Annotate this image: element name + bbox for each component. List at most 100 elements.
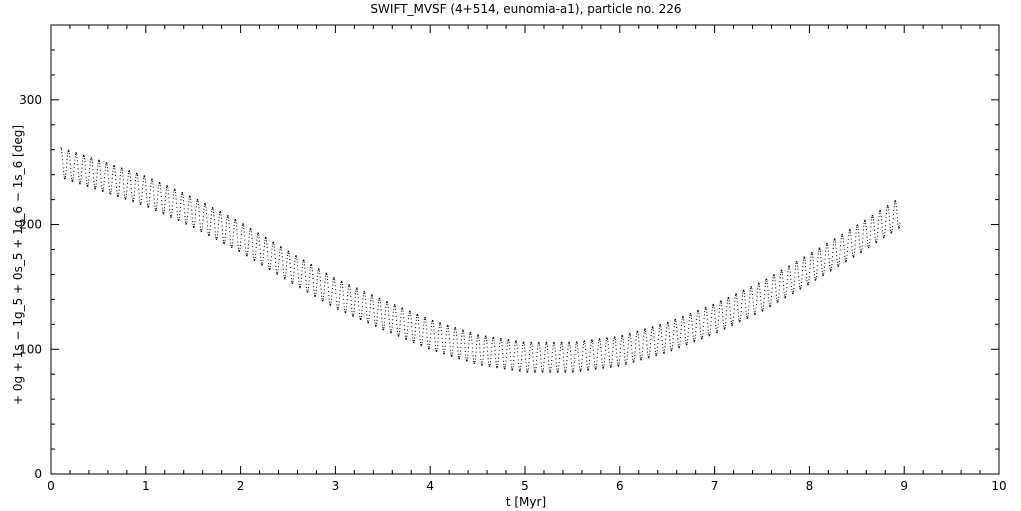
data-point <box>493 339 495 341</box>
data-point <box>187 215 188 217</box>
data-point <box>833 244 834 246</box>
data-point <box>772 280 774 282</box>
data-point <box>607 338 609 340</box>
data-point <box>518 368 520 370</box>
data-point <box>91 157 93 159</box>
data-point <box>168 197 170 199</box>
data-point <box>704 311 706 313</box>
data-point <box>832 248 834 249</box>
data-point <box>858 235 860 237</box>
data-point <box>683 319 685 321</box>
data-point <box>280 247 282 249</box>
data-point <box>533 369 535 371</box>
data-point <box>81 163 83 165</box>
data-point <box>270 259 272 261</box>
data-point <box>396 327 398 329</box>
data-point <box>431 323 433 325</box>
data-point <box>452 349 454 351</box>
data-point <box>201 226 203 228</box>
data-point <box>255 250 257 252</box>
data-point <box>285 269 287 271</box>
data-point <box>289 259 291 260</box>
data-point <box>339 293 341 295</box>
data-point <box>287 255 288 256</box>
data-point <box>760 303 762 305</box>
data-point <box>569 347 571 349</box>
data-point <box>140 203 142 205</box>
data-point <box>578 359 580 361</box>
data-point <box>359 318 361 319</box>
data-point <box>150 185 152 187</box>
data-point <box>407 321 409 323</box>
data-point <box>891 231 893 233</box>
data-point <box>774 280 776 282</box>
data-point <box>560 342 562 344</box>
data-point <box>785 296 787 297</box>
data-point <box>523 342 525 344</box>
data-point <box>388 310 389 312</box>
data-point <box>430 333 432 335</box>
data-point <box>879 210 881 211</box>
data-point <box>873 226 875 227</box>
data-point <box>481 364 483 366</box>
data-point <box>826 242 828 244</box>
data-point <box>356 287 358 289</box>
data-point <box>218 223 219 225</box>
data-point <box>74 163 75 165</box>
data-point <box>67 152 69 154</box>
data-point <box>773 275 775 277</box>
data-point <box>666 324 668 326</box>
data-point <box>256 243 257 245</box>
data-point <box>389 331 391 333</box>
data-point <box>125 196 127 198</box>
data-point <box>278 255 280 257</box>
data-point <box>789 268 791 270</box>
data-point <box>813 267 815 269</box>
data-point <box>422 332 424 334</box>
data-point <box>410 315 412 317</box>
data-point <box>368 320 370 322</box>
data-point <box>375 324 377 326</box>
data-point <box>307 291 309 293</box>
data-point <box>569 344 571 346</box>
data-point <box>676 334 678 336</box>
data-point <box>876 235 878 237</box>
data-point <box>529 346 531 348</box>
data-point <box>387 304 389 306</box>
data-point <box>495 364 497 366</box>
data-point <box>750 288 752 289</box>
data-point <box>548 364 550 366</box>
data-point <box>449 346 451 348</box>
data-point <box>589 359 590 361</box>
data-point <box>679 345 681 347</box>
data-point <box>606 337 608 339</box>
data-point <box>503 366 505 368</box>
data-point <box>852 255 854 256</box>
data-point <box>315 290 317 292</box>
data-point <box>601 364 603 366</box>
data-point <box>566 356 568 357</box>
data-point <box>197 201 199 203</box>
data-point <box>664 342 666 344</box>
data-point <box>145 181 146 183</box>
data-point <box>103 187 105 189</box>
data-point <box>628 336 630 338</box>
data-point <box>554 344 556 346</box>
data-point <box>197 199 199 201</box>
data-point <box>442 348 444 350</box>
data-point <box>887 205 889 207</box>
data-point <box>444 348 446 350</box>
data-point <box>468 343 470 345</box>
data-point <box>331 288 333 289</box>
data-point <box>632 356 633 357</box>
data-point <box>252 253 254 255</box>
data-point <box>443 352 445 354</box>
data-point <box>456 334 458 336</box>
data-point <box>677 341 679 343</box>
data-point <box>121 169 123 171</box>
data-point <box>673 326 675 328</box>
data-point <box>779 285 781 287</box>
data-point <box>531 345 533 347</box>
data-point <box>205 204 206 206</box>
data-point <box>335 289 337 291</box>
